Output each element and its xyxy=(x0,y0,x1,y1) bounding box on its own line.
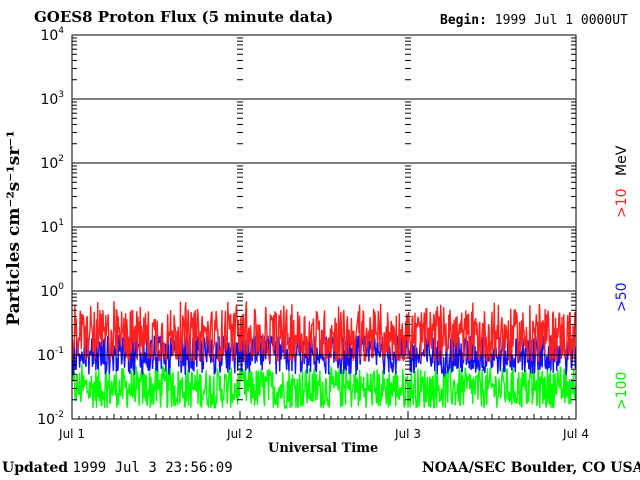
y-tick-labels: 104 103 102 101 100 10-1 10-2 xyxy=(37,26,64,428)
series-line-gt100 xyxy=(71,361,577,411)
legend-gt10-label: >10 xyxy=(614,188,630,218)
x-tick-labels: Jul 1 Jul 2 Jul 3 Jul 4 xyxy=(58,427,589,441)
credit-text: NOAA/SEC Boulder, CO USA xyxy=(422,460,640,476)
grid-layer xyxy=(72,37,576,419)
legend-gt50: >50 xyxy=(614,282,630,312)
updated-label: Updated xyxy=(2,460,69,476)
y-tick-label: 104 xyxy=(40,26,64,44)
series-line-gt10 xyxy=(71,301,577,363)
x-axis-label: Universal Time xyxy=(268,441,379,456)
legend-unit: MeV xyxy=(614,145,630,176)
y-tick-label: 10-1 xyxy=(37,346,64,364)
x-tick-label: Jul 4 xyxy=(562,427,589,441)
y-tick-label: 101 xyxy=(40,218,64,236)
y-tick-label: 102 xyxy=(40,154,64,172)
legend-gt10: >10 MeV xyxy=(614,146,630,218)
begin-value: 1999 Jul 1 0000UT xyxy=(494,13,628,28)
y-tick-label: 100 xyxy=(40,282,64,300)
x-tick-label: Jul 3 xyxy=(394,427,421,441)
x-tick-label: Jul 1 xyxy=(58,427,85,441)
y-tick-label: 10-2 xyxy=(37,410,64,428)
series-layer xyxy=(71,301,577,411)
legend-gt100: >100 xyxy=(614,371,630,410)
begin-timestamp: Begin: 1999 Jul 1 0000UT xyxy=(440,13,628,28)
y-tick-label: 103 xyxy=(40,90,64,108)
x-tick-label: Jul 2 xyxy=(226,427,253,441)
chart-title: GOES8 Proton Flux (5 minute data) xyxy=(34,8,334,26)
updated-value: 1999 Jul 3 23:56:09 xyxy=(72,460,233,476)
series-line-gt50 xyxy=(71,333,577,378)
plot-frame xyxy=(71,34,577,420)
updated-timestamp: Updated 1999 Jul 3 23:56:09 xyxy=(2,460,233,476)
y-axis-label: Particles cm⁻²s⁻¹sr⁻¹ xyxy=(4,130,24,326)
begin-label: Begin: xyxy=(440,13,487,28)
